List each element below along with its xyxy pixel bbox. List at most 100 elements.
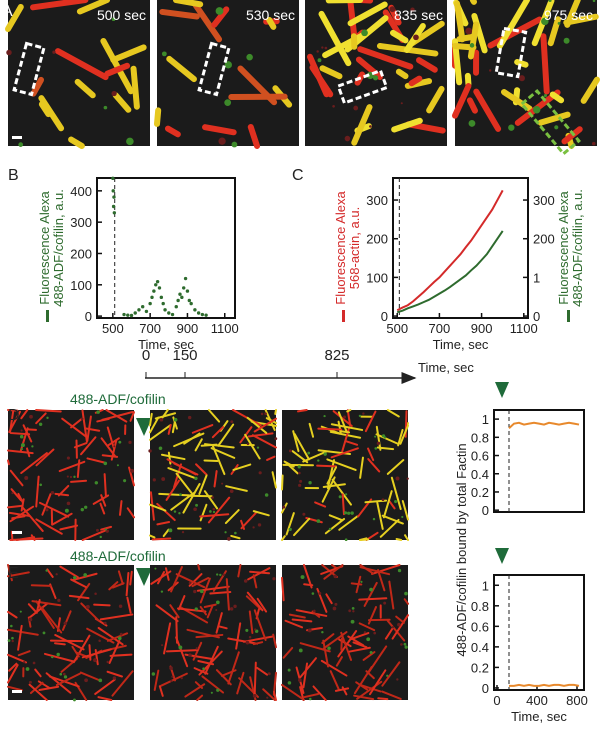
data-point — [156, 280, 159, 283]
y-tick-label: 1 — [482, 578, 489, 593]
speck — [73, 476, 75, 478]
data-line — [509, 685, 579, 686]
speck — [230, 420, 233, 423]
speck — [169, 666, 173, 670]
speck — [193, 590, 196, 593]
speck — [153, 478, 156, 481]
speck — [321, 631, 323, 633]
x-tick-label: 900 — [177, 321, 199, 336]
speck — [178, 645, 182, 649]
filament — [105, 474, 106, 496]
panel-letter: D — [8, 407, 20, 424]
x-tick-label: 800 — [566, 693, 588, 708]
speck — [106, 661, 108, 663]
y-tick-label: 0 — [85, 309, 92, 324]
scale-bar — [12, 531, 22, 534]
data-point — [112, 195, 115, 198]
speck — [321, 46, 323, 48]
filament — [340, 431, 349, 432]
speck — [288, 669, 291, 672]
speck — [345, 136, 351, 142]
speck — [519, 75, 525, 81]
speck — [95, 481, 98, 484]
speck — [253, 694, 257, 698]
filament — [28, 429, 36, 430]
data-point — [130, 314, 133, 317]
speck — [282, 506, 285, 509]
y-axis-label: Fluorescence Alexa — [556, 191, 571, 305]
arrowhead — [136, 568, 152, 586]
speck — [308, 628, 312, 632]
speck — [6, 50, 12, 56]
y-tick-label: 400 — [70, 184, 92, 199]
speck — [84, 678, 88, 682]
speck — [215, 609, 217, 611]
speck — [298, 678, 302, 682]
speck — [533, 106, 540, 113]
speck — [194, 477, 197, 480]
plot-frame — [393, 178, 528, 318]
speck — [345, 493, 347, 495]
data-point — [154, 283, 157, 286]
speck — [469, 120, 476, 127]
speck — [161, 590, 163, 592]
x-axis-label: Time, sec — [511, 709, 567, 724]
speck — [396, 678, 398, 680]
speck — [347, 512, 350, 515]
speck — [308, 481, 311, 484]
speck — [56, 653, 59, 656]
speck — [178, 512, 180, 514]
speck — [182, 531, 184, 533]
data-point — [186, 289, 189, 292]
speck — [397, 623, 401, 627]
speck — [46, 417, 48, 419]
filament — [157, 110, 158, 124]
speck — [392, 626, 394, 628]
speck — [377, 442, 380, 445]
filament — [275, 410, 276, 414]
speck — [216, 573, 218, 575]
data-point — [178, 292, 181, 295]
speck — [39, 483, 42, 486]
speck — [508, 124, 514, 130]
speck — [359, 415, 361, 417]
speck — [353, 106, 358, 111]
speck — [51, 491, 54, 494]
speck — [382, 498, 385, 501]
speck — [168, 528, 172, 532]
speck — [67, 502, 71, 506]
speck — [268, 672, 271, 675]
speck — [554, 125, 558, 129]
speck — [179, 493, 182, 496]
speck — [252, 526, 254, 528]
speck — [211, 496, 214, 499]
speck — [119, 604, 122, 607]
speck — [254, 628, 256, 630]
speck — [216, 689, 219, 692]
data-point — [197, 311, 200, 314]
filament — [202, 445, 217, 446]
speck — [20, 611, 22, 613]
y-axis-label: 568-actin, a.u. — [347, 207, 362, 289]
speck — [98, 678, 102, 682]
y-tick-label: 0 — [482, 681, 489, 696]
speck — [323, 415, 325, 417]
speck — [396, 476, 400, 480]
filament — [176, 0, 200, 4]
data-point — [171, 313, 174, 316]
x-tick-label: 400 — [526, 693, 548, 708]
speck — [329, 528, 332, 531]
arrowhead — [495, 382, 509, 398]
speck — [154, 568, 156, 570]
speck — [373, 518, 375, 520]
speck — [216, 7, 224, 15]
speck — [351, 620, 355, 624]
data-point — [126, 313, 129, 316]
speck — [11, 492, 13, 494]
x-tick-label: 1100 — [510, 321, 538, 336]
speck — [170, 680, 172, 682]
speck — [29, 618, 33, 622]
speck — [67, 475, 69, 477]
data-point — [167, 311, 170, 314]
speck — [394, 500, 397, 503]
